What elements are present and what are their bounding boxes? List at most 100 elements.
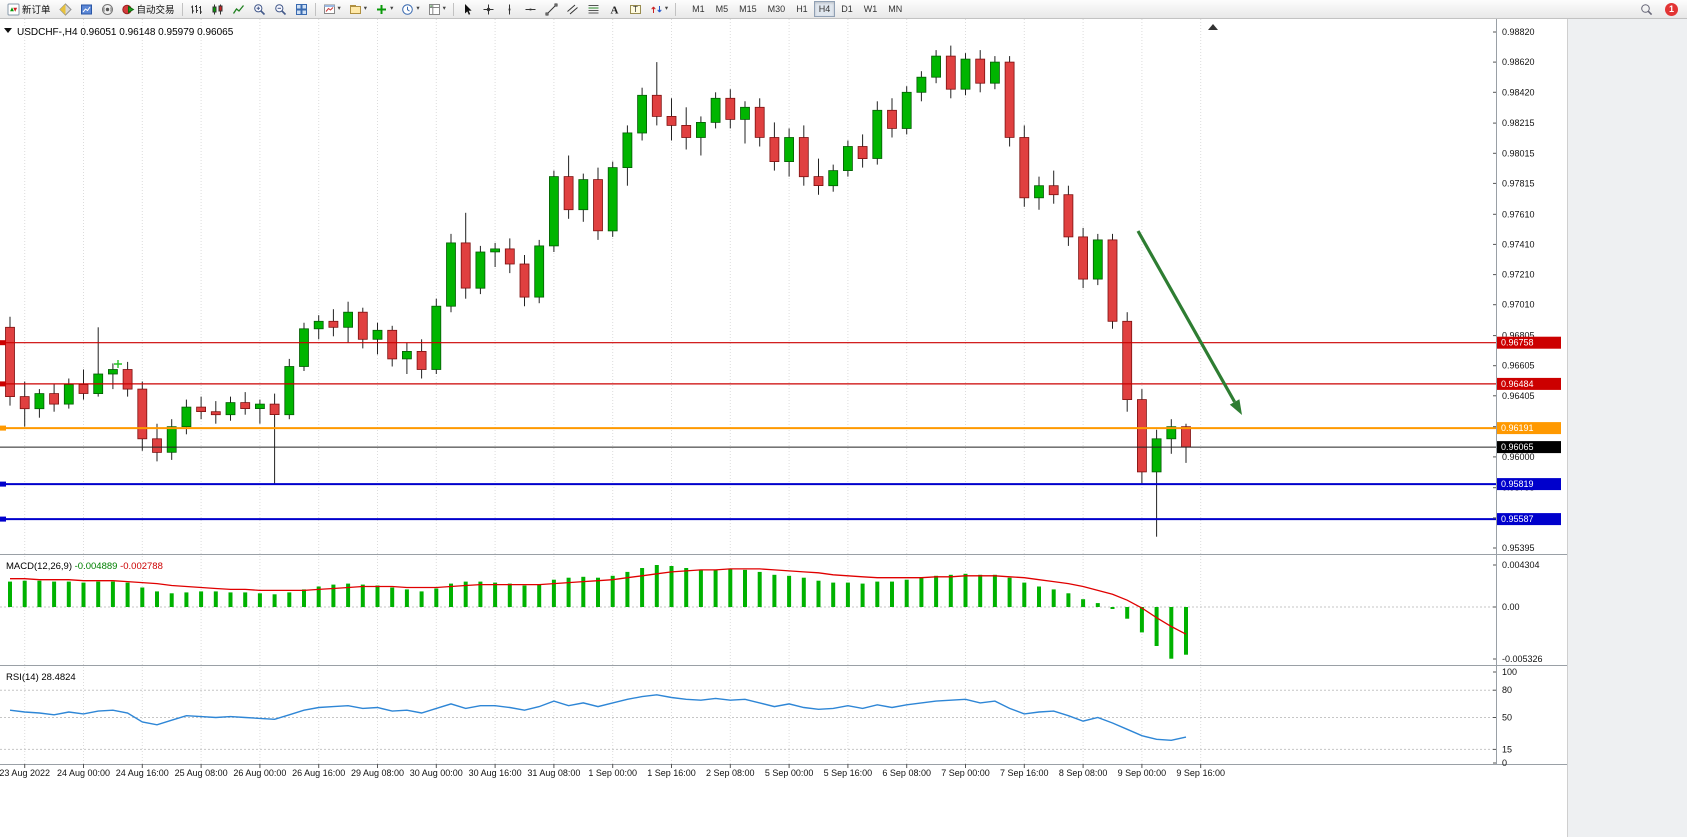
chart-title: USDCHF-,H4 0.96051 0.96148 0.95979 0.960…	[4, 27, 234, 38]
svg-text:6 Sep 08:00: 6 Sep 08:00	[882, 768, 931, 778]
templates-icon	[428, 3, 440, 15]
svg-text:0.96805: 0.96805	[1502, 331, 1535, 341]
rsi-line	[9, 694, 1187, 742]
chevron-down-icon: ▾	[442, 4, 446, 12]
metaeditor-button[interactable]	[55, 1, 76, 18]
svg-text:5 Sep 16:00: 5 Sep 16:00	[824, 768, 873, 778]
svg-text:7 Sep 00:00: 7 Sep 00:00	[941, 768, 990, 778]
rsi-scale: 100 80 50 15 0	[1493, 667, 1517, 768]
profiles-button[interactable]: ▾	[345, 1, 371, 18]
zoom-out-button[interactable]	[270, 1, 291, 18]
svg-text:9 Sep 16:00: 9 Sep 16:00	[1176, 768, 1225, 778]
svg-text:0.97610: 0.97610	[1502, 209, 1535, 219]
svg-text:0.96065: 0.96065	[1501, 442, 1534, 452]
bar-chart-icon	[190, 4, 202, 14]
crosshair-tool-button[interactable]	[478, 1, 499, 18]
bar-chart-button[interactable]	[186, 1, 207, 18]
timeframe-button-m15[interactable]: M15	[734, 1, 762, 17]
timeframe-button-m5[interactable]: M5	[711, 1, 734, 17]
chart-shift-marker[interactable]	[1208, 24, 1218, 30]
text-icon: A	[610, 4, 618, 16]
new-chart-button[interactable]: ▾	[319, 1, 345, 18]
svg-text:0.96000: 0.96000	[1502, 452, 1535, 462]
svg-text:0: 0	[1502, 758, 1507, 768]
timeframe-button-w1[interactable]: W1	[859, 1, 883, 17]
fibonacci-tool-button[interactable]	[583, 1, 604, 18]
tile-windows-button[interactable]	[291, 1, 312, 18]
candlestick-series	[5, 45, 1191, 537]
timeframe-button-h4[interactable]: H4	[813, 1, 836, 17]
timeframe-button-d1[interactable]: D1	[836, 1, 858, 17]
svg-text:0.98215: 0.98215	[1502, 118, 1535, 128]
sound-alerts-icon	[101, 3, 113, 15]
toolbar-separator	[314, 2, 316, 16]
svg-text:0.98015: 0.98015	[1502, 148, 1535, 158]
svg-text:7 Sep 16:00: 7 Sep 16:00	[1000, 768, 1049, 778]
chart-window-button[interactable]	[76, 1, 97, 18]
trendline-icon	[545, 3, 558, 15]
chart-menu-icon[interactable]	[4, 28, 12, 33]
text-tool-button[interactable]: A	[604, 1, 625, 18]
timeframe-button-m1[interactable]: M1	[687, 1, 710, 17]
svg-text:31 Aug 08:00: 31 Aug 08:00	[527, 768, 580, 778]
cursor-icon	[464, 3, 472, 15]
svg-text:0.96758: 0.96758	[1501, 338, 1534, 348]
sound-alerts-button[interactable]	[97, 1, 118, 18]
metaeditor-diamond-icon	[58, 2, 72, 16]
rsi-label: RSI(14) 28.4824	[6, 672, 76, 683]
price-axis: 0.98820 0.98620 0.98420 0.98215 0.98015 0.978…	[1493, 27, 1535, 553]
line-chart-button[interactable]	[228, 1, 249, 18]
timeframe-button-mn[interactable]: MN	[883, 1, 907, 17]
hline-anchor[interactable]	[0, 425, 6, 431]
timeframe-button-m30[interactable]: M30	[763, 1, 791, 17]
svg-text:0.98620: 0.98620	[1502, 57, 1535, 67]
macd-label: MACD(12,26,9) -0.004889 -0.002788	[6, 561, 163, 572]
autotrading-label: 自动交易	[136, 5, 175, 16]
arrows-tool-button[interactable]: ▾	[646, 1, 672, 18]
svg-text:0.97410: 0.97410	[1502, 239, 1535, 249]
toolbar-separator	[452, 2, 454, 16]
svg-text:30 Aug 16:00: 30 Aug 16:00	[469, 768, 522, 778]
new-chart-icon	[323, 4, 335, 14]
new-order-icon	[7, 3, 20, 15]
search-button[interactable]	[1636, 1, 1657, 18]
indicators-button[interactable]: ▾	[371, 1, 397, 18]
chevron-down-icon: ▾	[363, 4, 368, 12]
periods-button[interactable]: ▾	[397, 1, 423, 18]
autotrading-icon	[121, 4, 134, 14]
cursor-tool-button[interactable]	[457, 1, 478, 18]
macd-histogram	[8, 565, 1188, 659]
hline-anchor[interactable]	[0, 340, 6, 346]
hline-anchor[interactable]	[0, 481, 6, 487]
trend-arrow-line	[1136, 230, 1236, 403]
horizontal-line-objects	[0, 340, 1496, 522]
hline-anchor[interactable]	[0, 516, 6, 522]
new-order-label: 新订单	[22, 5, 51, 16]
chart-workspace: 0.98820 0.98620 0.98420 0.98215 0.98015 0.978…	[0, 19, 1687, 837]
horizontal-line-icon	[525, 8, 536, 10]
new-order-button[interactable]: 新订单	[3, 1, 55, 18]
chart-canvas[interactable]: 0.98820 0.98620 0.98420 0.98215 0.98015 0.978…	[0, 19, 1567, 837]
trendline-tool-button[interactable]	[541, 1, 562, 18]
notifications-badge[interactable]: 1	[1665, 2, 1678, 16]
vertical-line-tool-button[interactable]	[499, 1, 520, 18]
horizontal-line-tool-button[interactable]	[520, 1, 541, 18]
chevron-down-icon: ▾	[337, 4, 341, 12]
arrows-icon	[651, 5, 662, 13]
channel-tool-button[interactable]	[562, 1, 583, 18]
candlestick-chart-button[interactable]	[207, 1, 228, 18]
templates-button[interactable]: ▾	[424, 1, 450, 18]
svg-text:24 Aug 00:00: 24 Aug 00:00	[57, 768, 110, 778]
hline-anchor[interactable]	[0, 381, 6, 387]
svg-text:0.98820: 0.98820	[1502, 27, 1535, 37]
zoom-in-button[interactable]	[249, 1, 270, 18]
trend-arrow-object[interactable]	[1136, 230, 1242, 415]
autotrading-button[interactable]: 自动交易	[118, 1, 179, 18]
svg-text:100: 100	[1502, 667, 1517, 677]
label-tool-button[interactable]: T	[625, 1, 646, 18]
fibonacci-icon	[588, 4, 599, 13]
svg-text:8 Sep 08:00: 8 Sep 08:00	[1059, 768, 1108, 778]
timeframe-button-h1[interactable]: H1	[791, 1, 813, 17]
order-open-marker	[114, 360, 122, 368]
